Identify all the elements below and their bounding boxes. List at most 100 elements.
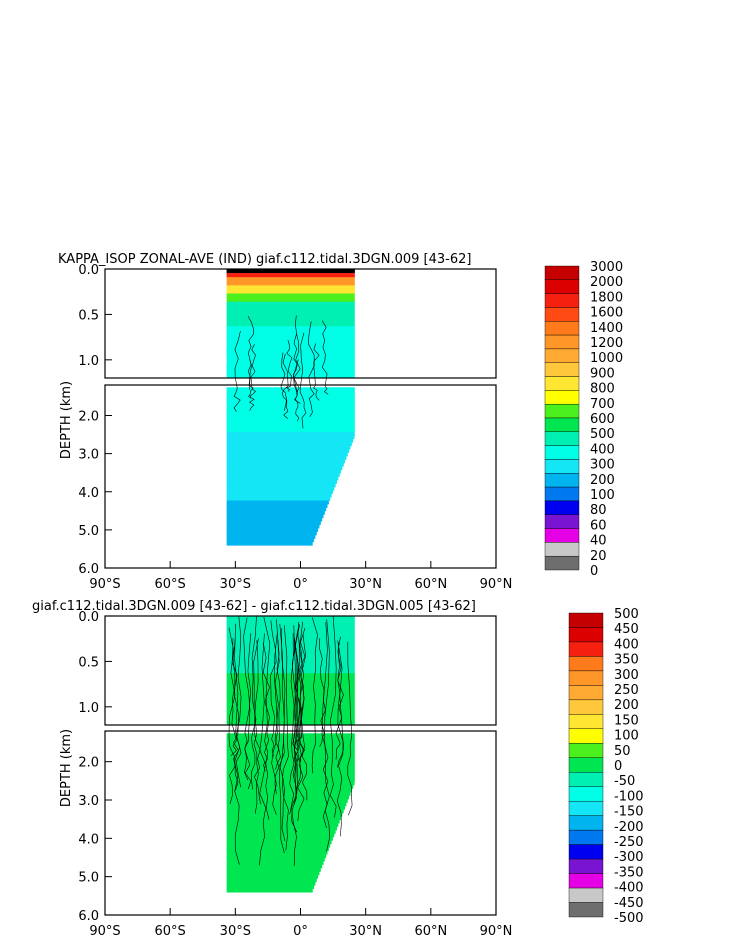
- contour-band: [226, 455, 347, 460]
- contour-line: [248, 359, 255, 411]
- colorbar-label: 500: [590, 427, 615, 442]
- colorbar-swatch: [568, 800, 604, 816]
- upper-plot-frame: [104, 268, 497, 379]
- contour-band: [226, 616, 355, 625]
- y-axis-label: DEPTH (km): [59, 381, 74, 459]
- contour-line: [300, 634, 308, 801]
- contour-line: [324, 619, 330, 852]
- colorbar-label: 800: [590, 382, 615, 397]
- colorbar-swatch: [568, 714, 604, 730]
- contour-band: [226, 428, 355, 433]
- contour-band: [226, 798, 348, 803]
- contour-line: [280, 352, 287, 411]
- contour-band: [226, 387, 355, 392]
- colorbar-swatch: [544, 307, 580, 322]
- contour-band: [226, 414, 355, 419]
- colorbar-swatch: [544, 542, 580, 557]
- colorbar-swatch: [568, 887, 604, 903]
- contour-band: [226, 493, 332, 498]
- contour-line: [262, 642, 270, 772]
- upper-plot-frame: [104, 615, 497, 726]
- colorbar-label: 300: [590, 458, 615, 473]
- contour-band: [226, 833, 335, 838]
- y-tick-label: 2.0: [78, 756, 99, 771]
- contour-band: [226, 425, 355, 429]
- contour-band: [226, 462, 344, 467]
- contour-band: [226, 301, 355, 311]
- contour-band: [226, 538, 315, 543]
- contour-band: [226, 445, 351, 450]
- contour-line: [249, 344, 256, 399]
- contour-band: [226, 881, 316, 886]
- colorbar-label: -500: [614, 911, 644, 926]
- contour-line: [291, 629, 299, 867]
- contour-band: [226, 342, 355, 352]
- contour-band: [226, 421, 355, 426]
- contour-band: [226, 757, 355, 762]
- contour-band: [226, 885, 315, 890]
- contour-line: [270, 620, 277, 757]
- contour-band: [226, 476, 339, 481]
- contour-band: [226, 785, 354, 789]
- contour-line: [243, 617, 251, 781]
- colorbar-swatch: [568, 641, 604, 657]
- colorbar-label: 1000: [590, 351, 623, 366]
- contour-band: [226, 390, 355, 395]
- contour-line: [292, 642, 299, 779]
- colorbar-label: -350: [614, 865, 644, 880]
- contour-line: [321, 320, 329, 395]
- contour-line: [289, 633, 295, 815]
- colorbar-label: 40: [590, 534, 607, 549]
- contour-band: [226, 888, 313, 893]
- colorbar-label: 100: [614, 729, 639, 744]
- contour-line: [232, 639, 240, 791]
- contour-band: [226, 524, 320, 529]
- colorbar-label: 1400: [590, 321, 623, 336]
- contour-line: [234, 623, 241, 865]
- contour-line: [281, 625, 289, 851]
- contour-band: [226, 459, 346, 464]
- contour-band: [226, 517, 323, 522]
- contour-line: [228, 627, 236, 804]
- x-tick-label: 30°N: [349, 577, 382, 592]
- contour-band: [226, 510, 325, 515]
- contour-band: [226, 632, 355, 642]
- contour-band: [226, 750, 355, 755]
- colorbar-swatch: [544, 431, 580, 446]
- contour-band: [226, 847, 329, 852]
- x-tick-label: 30°S: [220, 924, 251, 939]
- contour-line: [247, 315, 254, 390]
- contour-line: [307, 321, 315, 418]
- contour-band: [226, 397, 355, 402]
- contour-band: [226, 326, 355, 335]
- contour-band: [226, 689, 355, 699]
- x-tick-label: 60°S: [155, 577, 186, 592]
- x-tick-label: 0°: [293, 924, 308, 939]
- contour-band: [226, 648, 355, 658]
- contour-band: [226, 624, 355, 633]
- contour-band: [226, 401, 355, 405]
- y-tick-label: 6.0: [78, 909, 99, 924]
- contour-band: [226, 318, 355, 327]
- colorbar-label: 0: [590, 564, 598, 579]
- contour-line: [274, 619, 280, 794]
- contour-band: [226, 809, 344, 814]
- contour-line: [337, 636, 344, 768]
- x-tick-label: 0°: [293, 577, 308, 592]
- contour-band: [226, 527, 319, 532]
- colorbar-label: 60: [590, 518, 607, 533]
- contour-band: [226, 367, 355, 376]
- contour-band: [226, 473, 340, 477]
- colorbar-label: 600: [590, 412, 615, 427]
- chart-title: giaf.c112.tidal.3DGN.009 [43-62] - giaf.…: [32, 599, 476, 614]
- contour-band: [226, 486, 335, 491]
- contour-band: [226, 449, 350, 453]
- contour-line: [329, 615, 337, 818]
- top-panel-kappa-isop: KAPPA_ISOP ZONAL-AVE (IND) giaf.c112.tid…: [58, 252, 623, 592]
- contour-band: [226, 640, 355, 650]
- contour-band: [226, 860, 324, 865]
- contour-band: [226, 791, 351, 796]
- contour-band: [226, 534, 316, 539]
- contour-band: [226, 466, 343, 471]
